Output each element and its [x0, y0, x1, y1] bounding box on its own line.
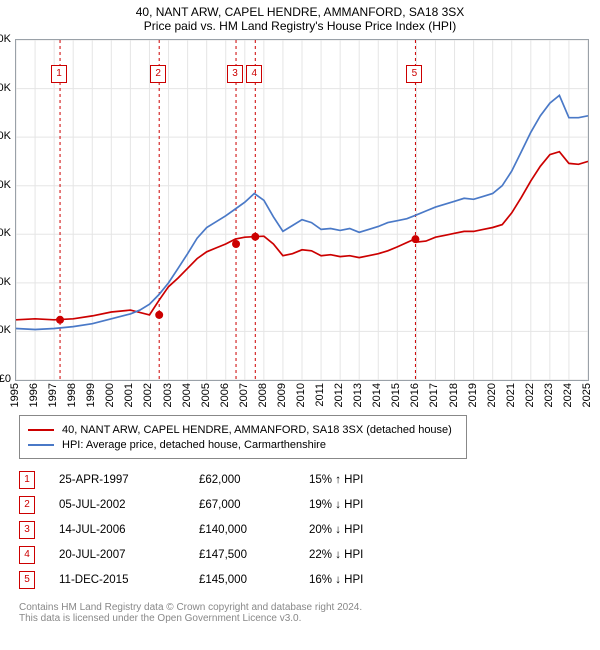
title-line-2: Price paid vs. HM Land Registry's House …	[5, 19, 595, 33]
x-tick-label: 2012	[333, 383, 345, 407]
legend-label: HPI: Average price, detached house, Carm…	[62, 439, 326, 451]
tx-index-box: 3	[19, 521, 35, 539]
x-tick-label: 1997	[47, 383, 59, 407]
x-tick-label: 2003	[162, 383, 174, 407]
transaction-table: 1 25-APR-1997£62,00015% ↑ HPI 2 05-JUL-2002…	[19, 467, 595, 592]
x-tick-label: 2008	[257, 383, 269, 407]
footer-attribution: Contains HM Land Registry data © Crown c…	[19, 602, 595, 624]
x-tick-label: 2014	[371, 383, 383, 407]
tx-diff: 19% ↓ HPI	[309, 499, 409, 511]
x-tick-label: 2016	[409, 383, 421, 407]
y-tick-label: £250K	[0, 130, 11, 142]
transaction-row: 4 20-JUL-2007£147,50022% ↓ HPI	[19, 542, 595, 567]
x-tick-label: 2006	[219, 383, 231, 407]
x-tick-label: 2024	[562, 383, 574, 407]
tx-price: £62,000	[199, 474, 309, 486]
tx-date: 11-DEC-2015	[59, 574, 199, 586]
x-tick-label: 2019	[467, 383, 479, 407]
tx-diff: 15% ↑ HPI	[309, 474, 409, 486]
x-tick-label: 2005	[200, 383, 212, 407]
tx-index-box: 4	[19, 546, 35, 564]
y-tick-label: £50K	[0, 324, 11, 336]
x-tick-label: 1998	[66, 383, 78, 407]
chart-title-block: 40, NANT ARW, CAPEL HENDRE, AMMANFORD, S…	[5, 5, 595, 33]
footer-line-1: Contains HM Land Registry data © Crown c…	[19, 602, 595, 613]
tx-index-box: 1	[19, 471, 35, 489]
x-tick-label: 2000	[104, 383, 116, 407]
tx-diff: 22% ↓ HPI	[309, 549, 409, 561]
transaction-row: 1 25-APR-1997£62,00015% ↑ HPI	[19, 467, 595, 492]
x-tick-label: 2015	[390, 383, 402, 407]
tx-date: 25-APR-1997	[59, 474, 199, 486]
legend-label: 40, NANT ARW, CAPEL HENDRE, AMMANFORD, S…	[62, 424, 452, 436]
x-tick-label: 2002	[142, 383, 154, 407]
sale-marker-5: 5	[406, 65, 422, 83]
tx-date: 20-JUL-2007	[59, 549, 199, 561]
x-tick-label: 2009	[276, 383, 288, 407]
x-tick-label: 1999	[85, 383, 97, 407]
sale-marker-3: 3	[227, 65, 243, 83]
y-tick-label: £150K	[0, 227, 11, 239]
transaction-row: 3 14-JUL-2006£140,00020% ↓ HPI	[19, 517, 595, 542]
tx-price: £147,500	[199, 549, 309, 561]
tx-index-box: 5	[19, 571, 35, 589]
transaction-row: 5 11-DEC-2015£145,00016% ↓ HPI	[19, 567, 595, 592]
y-tick-label: £350K	[0, 33, 11, 45]
x-tick-label: 2004	[181, 383, 193, 407]
x-tick-label: 2023	[543, 383, 555, 407]
x-tick-label: 1996	[28, 383, 40, 407]
x-tick-label: 2001	[123, 383, 135, 407]
tx-price: £140,000	[199, 524, 309, 536]
tx-date: 05-JUL-2002	[59, 499, 199, 511]
y-tick-label: £200K	[0, 179, 11, 191]
legend-item: HPI: Average price, detached house, Carm…	[28, 437, 458, 452]
x-tick-label: 2018	[448, 383, 460, 407]
tx-index-box: 2	[19, 496, 35, 514]
x-tick-label: 2017	[428, 383, 440, 407]
x-tick-label: 2010	[295, 383, 307, 407]
sale-marker-1: 1	[51, 65, 67, 83]
x-tick-label: 2022	[524, 383, 536, 407]
x-tick-label: 2011	[314, 383, 326, 407]
transaction-row: 2 05-JUL-2002£67,00019% ↓ HPI	[19, 492, 595, 517]
sale-marker-4: 4	[246, 65, 262, 83]
x-tick-label: 1995	[9, 383, 21, 407]
price-chart: £0£50K£100K£150K£200K£250K£300K£350K1995…	[15, 39, 587, 379]
legend-swatch	[28, 444, 54, 446]
tx-price: £67,000	[199, 499, 309, 511]
x-tick-label: 2025	[581, 383, 593, 407]
x-tick-label: 2007	[238, 383, 250, 407]
title-line-1: 40, NANT ARW, CAPEL HENDRE, AMMANFORD, S…	[5, 5, 595, 19]
plot-area	[15, 39, 589, 381]
x-tick-label: 2020	[486, 383, 498, 407]
y-tick-label: £100K	[0, 276, 11, 288]
tx-diff: 20% ↓ HPI	[309, 524, 409, 536]
x-tick-label: 2013	[352, 383, 364, 407]
tx-date: 14-JUL-2006	[59, 524, 199, 536]
legend-swatch	[28, 429, 54, 431]
legend-item: 40, NANT ARW, CAPEL HENDRE, AMMANFORD, S…	[28, 422, 458, 437]
tx-price: £145,000	[199, 574, 309, 586]
sale-marker-2: 2	[150, 65, 166, 83]
footer-line-2: This data is licensed under the Open Gov…	[19, 613, 595, 624]
tx-diff: 16% ↓ HPI	[309, 574, 409, 586]
legend: 40, NANT ARW, CAPEL HENDRE, AMMANFORD, S…	[19, 415, 467, 459]
y-tick-label: £300K	[0, 82, 11, 94]
x-tick-label: 2021	[505, 383, 517, 407]
